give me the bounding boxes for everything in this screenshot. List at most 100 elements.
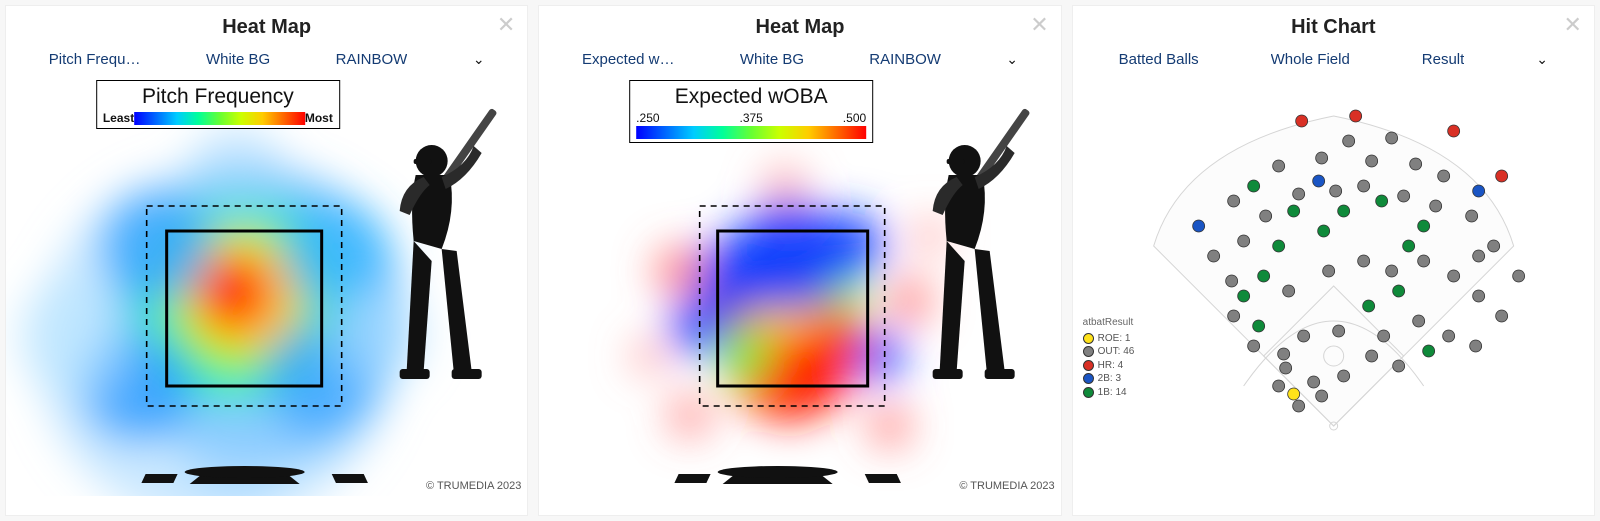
- hit-point: [1417, 220, 1429, 232]
- chevron-down-icon[interactable]: ⌄: [1536, 51, 1548, 68]
- hit-point: [1317, 225, 1329, 237]
- filter-row: Pitch Frequ… White BG RAINBOW ⌄: [6, 45, 527, 76]
- hit-point: [1259, 210, 1271, 222]
- hit-point: [1252, 320, 1264, 332]
- hit-point: [1297, 330, 1309, 342]
- legend-box: Pitch FrequencyLeastMost: [96, 80, 340, 129]
- hit-point: [1247, 340, 1259, 352]
- chevron-down-icon[interactable]: ⌄: [1006, 51, 1018, 68]
- hit-point: [1385, 265, 1397, 277]
- hit-point: [1385, 132, 1397, 144]
- hit-point: [1315, 152, 1327, 164]
- hit-point: [1225, 275, 1237, 287]
- panel-title: Heat Map: [6, 6, 527, 45]
- legend-gradient: [134, 112, 305, 125]
- hit-point: [1227, 310, 1239, 322]
- hit-point: [1337, 205, 1349, 217]
- hit-point: [1247, 180, 1259, 192]
- legend-tick: .250: [636, 111, 659, 125]
- legend-label: ROE: 1: [1098, 332, 1131, 346]
- hit-point: [1409, 158, 1421, 170]
- hit-point: [1295, 115, 1307, 127]
- hit-point: [1402, 240, 1414, 252]
- hit-point: [1237, 235, 1249, 247]
- hit-point: [1277, 348, 1289, 360]
- legend-swatch: [1083, 387, 1094, 398]
- hit-point: [1272, 160, 1284, 172]
- hit-point: [1312, 175, 1324, 187]
- hit-point: [1272, 240, 1284, 252]
- chart-area: Expected wOBA .250 .375 .500 © TRUMEDIA 2023: [539, 76, 1060, 496]
- hit-point: [1292, 188, 1304, 200]
- legend-title: Expected wOBA: [636, 85, 866, 109]
- filter-row: Expected w… White BG RAINBOW ⌄: [539, 45, 1060, 76]
- filter-dropdown[interactable]: Result: [1422, 51, 1465, 68]
- hit-point: [1442, 330, 1454, 342]
- legend-row: HR: 4: [1083, 359, 1135, 373]
- legend-row: 2B: 3: [1083, 372, 1135, 386]
- hit-point: [1392, 360, 1404, 372]
- hit-point: [1397, 190, 1409, 202]
- heatmap-panel: ✕Heat MapPitch Frequ…White BGRAINBOW⌄Pit…: [6, 6, 527, 515]
- legend-row: 1B: 14: [1083, 386, 1135, 400]
- legend-swatch: [1083, 373, 1094, 384]
- filter-dropdown[interactable]: Pitch Frequ…: [49, 51, 141, 68]
- hit-point: [1412, 315, 1424, 327]
- chevron-down-icon[interactable]: ⌄: [473, 51, 485, 68]
- close-icon[interactable]: ✕: [1030, 12, 1048, 38]
- filter-dropdown[interactable]: RAINBOW: [869, 51, 941, 68]
- filter-dropdown[interactable]: White BG: [206, 51, 270, 68]
- legend-label: 1B: 14: [1098, 386, 1127, 400]
- chart-area: atbatResultROE: 1OUT: 46HR: 42B: 31B: 14: [1073, 76, 1594, 496]
- hit-point: [1377, 330, 1389, 342]
- hit-point: [1487, 240, 1499, 252]
- hit-point: [1279, 362, 1291, 374]
- hit-point: [1422, 345, 1434, 357]
- legend-box: Expected wOBA .250 .375 .500: [629, 80, 873, 143]
- hit-point: [1417, 255, 1429, 267]
- hitchart-panel: ✕Hit Chart Batted Balls Whole Field Result ⌄…: [1073, 6, 1594, 515]
- legend-swatch: [1083, 333, 1094, 344]
- hit-point: [1227, 195, 1239, 207]
- filter-dropdown[interactable]: Batted Balls: [1119, 51, 1199, 68]
- filter-dropdown[interactable]: White BG: [740, 51, 804, 68]
- hit-point: [1472, 290, 1484, 302]
- copyright: © TRUMEDIA 2023: [959, 480, 1054, 492]
- hit-legend: atbatResultROE: 1OUT: 46HR: 42B: 31B: 14: [1083, 316, 1135, 399]
- hit-point: [1349, 110, 1361, 122]
- legend-tick: .500: [843, 111, 866, 125]
- close-icon[interactable]: ✕: [497, 12, 515, 38]
- copyright: © TRUMEDIA 2023: [426, 480, 521, 492]
- hit-point: [1207, 250, 1219, 262]
- hit-point: [1362, 300, 1374, 312]
- legend-label: OUT: 46: [1098, 345, 1135, 359]
- legend-title: Pitch Frequency: [103, 85, 333, 109]
- legend-tick: .375: [739, 111, 762, 125]
- legend-row: OUT: 46: [1083, 345, 1135, 359]
- hit-point: [1357, 255, 1369, 267]
- hit-point: [1287, 205, 1299, 217]
- legend-swatch: [1083, 360, 1094, 371]
- legend-gradient: [636, 126, 866, 139]
- hit-point: [1237, 290, 1249, 302]
- close-icon[interactable]: ✕: [1564, 12, 1582, 38]
- hit-point: [1307, 376, 1319, 388]
- chart-area: Pitch FrequencyLeastMost © TRUMEDIA 2023: [6, 76, 527, 496]
- legend-label: 2B: 3: [1098, 372, 1121, 386]
- hit-point: [1469, 340, 1481, 352]
- hit-point: [1365, 350, 1377, 362]
- panel-title: Hit Chart: [1073, 6, 1594, 45]
- legend-swatch: [1083, 346, 1094, 357]
- hit-point: [1342, 135, 1354, 147]
- filter-dropdown[interactable]: Expected w…: [582, 51, 675, 68]
- heatmap-panel: ✕Heat MapExpected w…White BGRAINBOW⌄Expe…: [539, 6, 1060, 515]
- hit-point: [1337, 370, 1349, 382]
- hit-point: [1472, 185, 1484, 197]
- hit-point: [1437, 170, 1449, 182]
- filter-dropdown[interactable]: RAINBOW: [336, 51, 408, 68]
- filter-row: Batted Balls Whole Field Result ⌄: [1073, 45, 1594, 76]
- legend-right: Most: [305, 111, 333, 125]
- filter-dropdown[interactable]: Whole Field: [1271, 51, 1350, 68]
- hit-point: [1495, 310, 1507, 322]
- hit-point: [1472, 250, 1484, 262]
